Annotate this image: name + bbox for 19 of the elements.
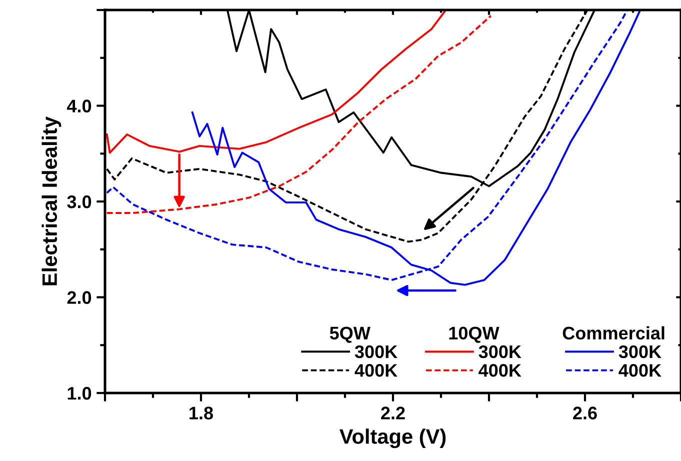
legend-label: 300K xyxy=(618,345,662,358)
x-axis-title: Voltage (V) xyxy=(340,428,446,448)
legend-label: 400K xyxy=(478,364,522,377)
line-series xyxy=(106,14,492,214)
legend-label: 400K xyxy=(354,364,398,377)
y-tick-label: 2.0 xyxy=(67,291,92,304)
y-axis-title: Electrical Ideality xyxy=(42,116,62,286)
annotation: 5QW xyxy=(330,326,370,343)
y-tick-label: 4.0 xyxy=(66,100,92,112)
y-tick-label: 3.0 xyxy=(67,195,92,208)
annotation: 10QW xyxy=(449,326,500,343)
x-tick-label: 1.8 xyxy=(190,406,213,420)
annotation: Commercial xyxy=(562,326,664,340)
legend-label: 300K xyxy=(354,345,398,358)
x-tick-label: 2.2 xyxy=(381,406,405,420)
y-tick-label: 1.0 xyxy=(68,386,92,400)
legend-label: 400K xyxy=(618,364,662,377)
legend-label: 300K xyxy=(478,345,522,358)
x-tick-label: 2.6 xyxy=(573,406,597,420)
